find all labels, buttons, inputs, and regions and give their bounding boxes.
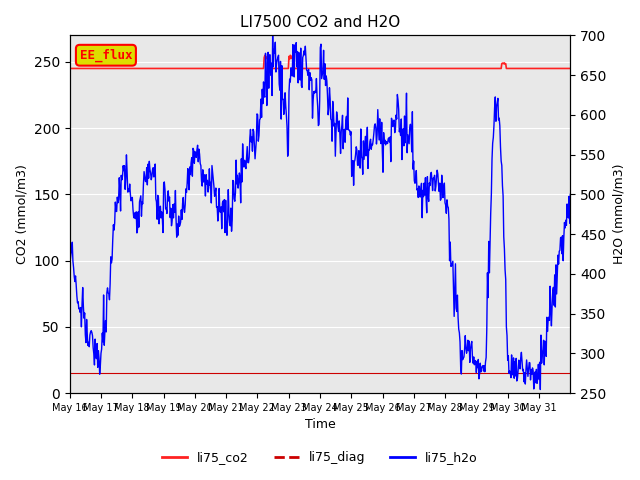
Legend: li75_co2, li75_diag, li75_h2o: li75_co2, li75_diag, li75_h2o <box>157 446 483 469</box>
li75_h2o <box>269 33 276 38</box>
li75_diag <box>125 370 132 375</box>
X-axis label: Time: Time <box>305 419 335 432</box>
li75_h2o <box>536 386 544 392</box>
li75_co2 <box>287 52 294 58</box>
li75_co2 <box>400 66 408 72</box>
li75_diag <box>566 370 574 375</box>
Text: EE_flux: EE_flux <box>79 48 132 62</box>
li75_h2o <box>372 125 380 131</box>
li75_h2o <box>260 93 268 98</box>
li75_h2o <box>125 186 132 192</box>
li75_co2 <box>372 66 380 72</box>
Y-axis label: CO2 (mmol/m3): CO2 (mmol/m3) <box>15 164 28 264</box>
li75_diag <box>216 370 224 375</box>
li75_h2o <box>216 209 224 215</box>
li75_h2o <box>241 163 249 168</box>
Line: li75_h2o: li75_h2o <box>70 36 570 389</box>
li75_co2 <box>566 66 574 72</box>
Title: LI7500 CO2 and H2O: LI7500 CO2 and H2O <box>240 15 400 30</box>
li75_diag <box>241 370 249 375</box>
li75_h2o <box>400 143 408 149</box>
li75_h2o <box>566 192 574 197</box>
li75_co2 <box>260 55 268 60</box>
li75_diag <box>399 370 407 375</box>
li75_diag <box>371 370 379 375</box>
li75_diag <box>260 370 268 375</box>
li75_co2 <box>241 66 249 72</box>
li75_co2 <box>66 66 74 72</box>
li75_co2 <box>216 66 224 72</box>
li75_co2 <box>125 66 132 72</box>
Y-axis label: H2O (mmol/m3): H2O (mmol/m3) <box>612 164 625 264</box>
li75_diag <box>66 370 74 375</box>
li75_h2o <box>66 242 74 248</box>
Line: li75_co2: li75_co2 <box>70 55 570 69</box>
